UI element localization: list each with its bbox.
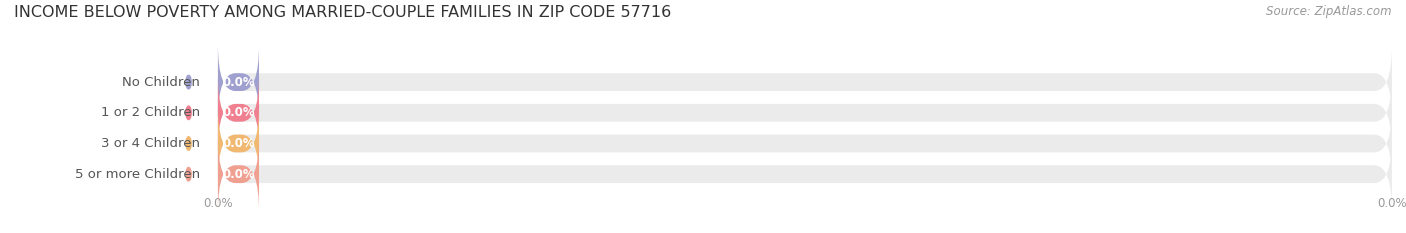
Text: 1 or 2 Children: 1 or 2 Children: [101, 106, 200, 119]
Text: No Children: No Children: [122, 76, 200, 89]
FancyBboxPatch shape: [218, 76, 259, 150]
Circle shape: [186, 168, 191, 181]
FancyBboxPatch shape: [218, 45, 1392, 119]
FancyBboxPatch shape: [218, 106, 1392, 181]
Circle shape: [186, 137, 191, 150]
FancyBboxPatch shape: [218, 45, 259, 119]
Text: 0.0%: 0.0%: [222, 168, 254, 181]
Text: 0.0%: 0.0%: [222, 137, 254, 150]
FancyBboxPatch shape: [218, 137, 1392, 211]
Text: INCOME BELOW POVERTY AMONG MARRIED-COUPLE FAMILIES IN ZIP CODE 57716: INCOME BELOW POVERTY AMONG MARRIED-COUPL…: [14, 5, 671, 20]
Text: 3 or 4 Children: 3 or 4 Children: [101, 137, 200, 150]
Text: Source: ZipAtlas.com: Source: ZipAtlas.com: [1267, 5, 1392, 18]
Circle shape: [186, 75, 191, 89]
Text: 5 or more Children: 5 or more Children: [75, 168, 200, 181]
FancyBboxPatch shape: [218, 76, 1392, 150]
FancyBboxPatch shape: [218, 137, 259, 211]
Circle shape: [186, 106, 191, 120]
FancyBboxPatch shape: [218, 106, 259, 181]
Text: 0.0%: 0.0%: [222, 76, 254, 89]
Text: 0.0%: 0.0%: [222, 106, 254, 119]
